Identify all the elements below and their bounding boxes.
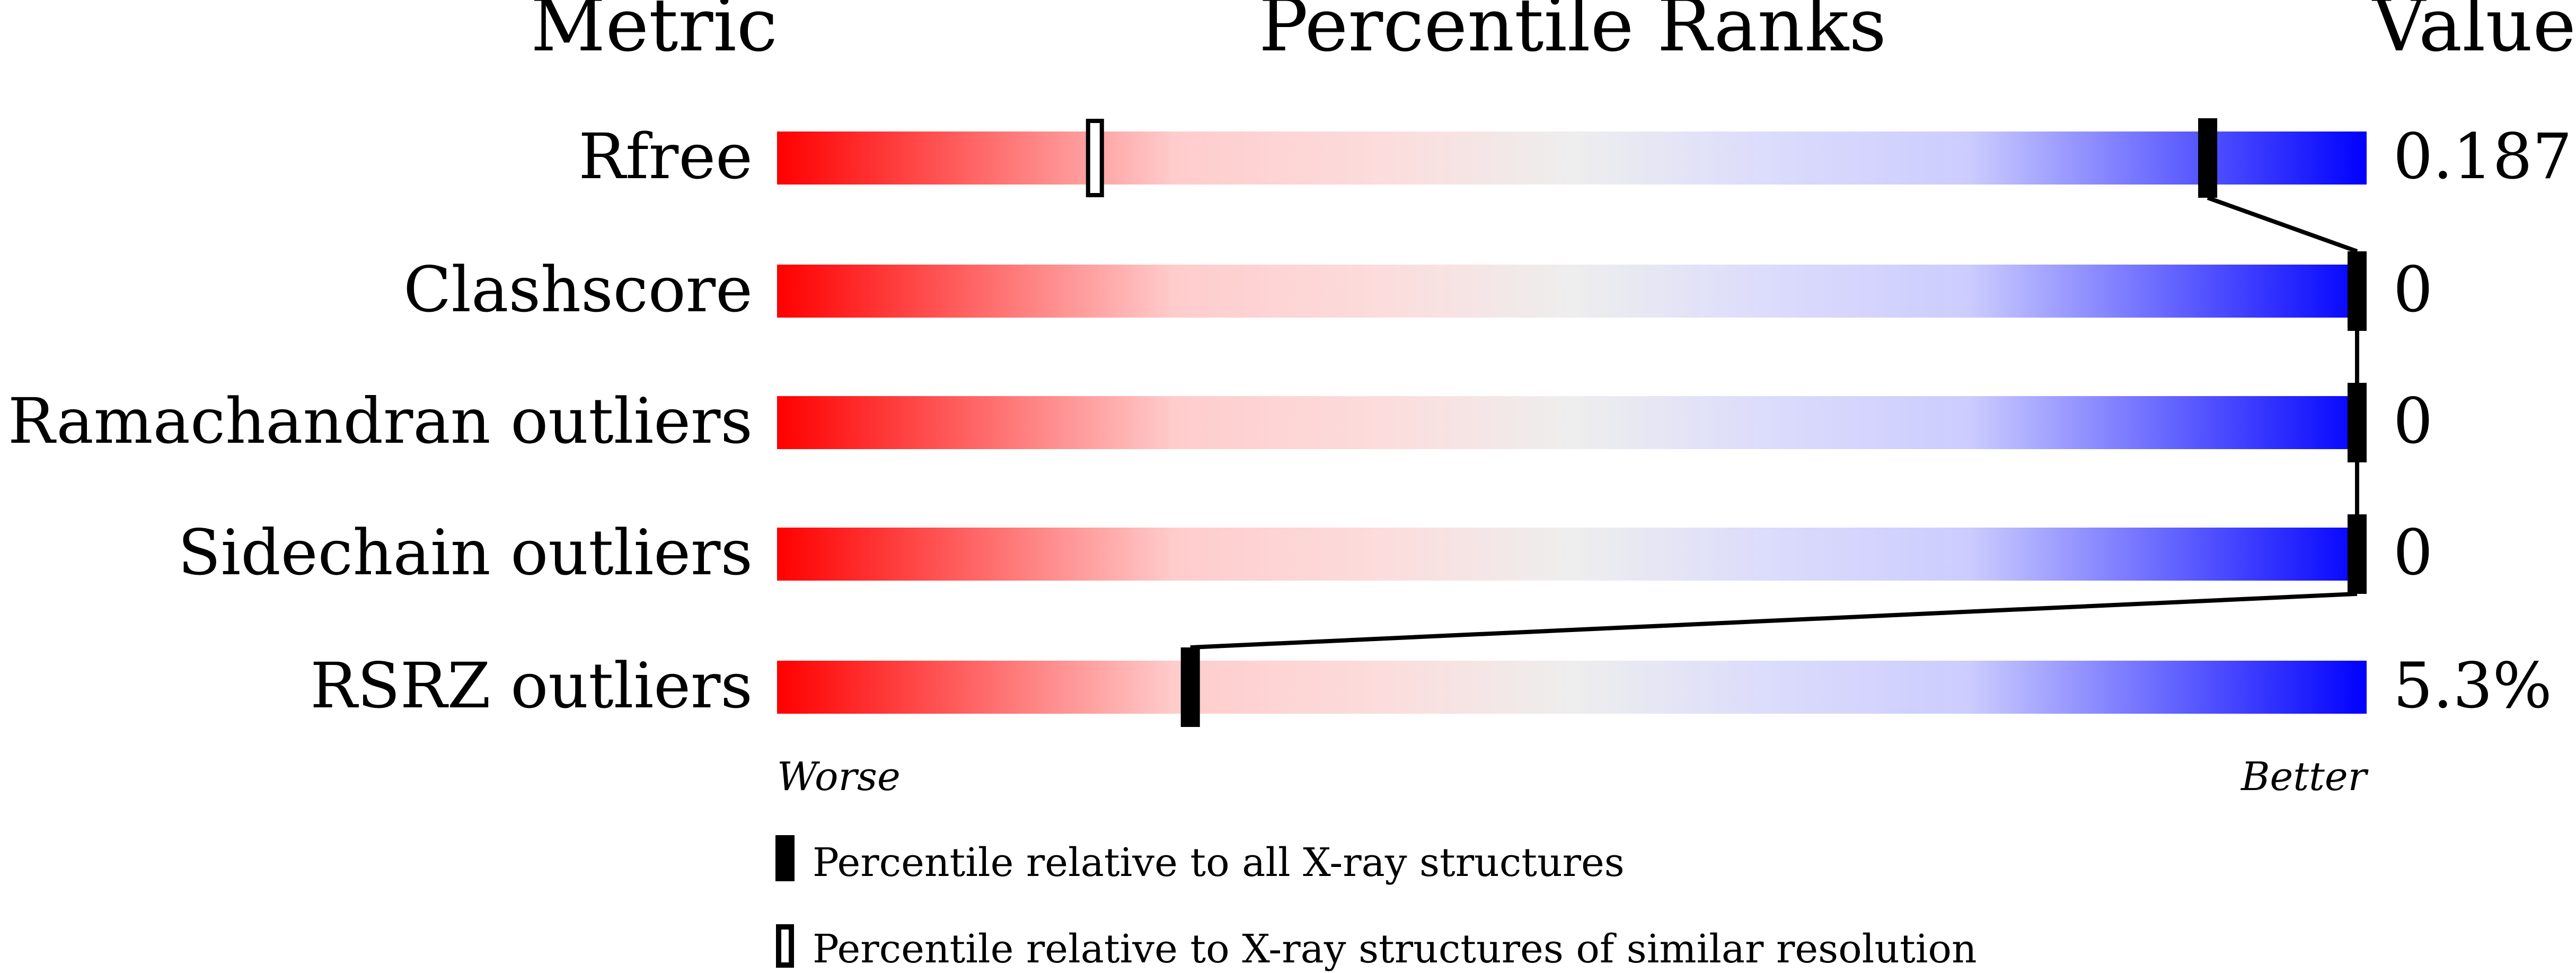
percentile-all-marker xyxy=(2198,118,2218,198)
metric-value: 0 xyxy=(2393,253,2433,326)
header-value: Value xyxy=(2371,0,2576,68)
metric-value: 0 xyxy=(2393,384,2433,458)
connector-line xyxy=(2207,196,2358,253)
percentile-bar xyxy=(777,396,2367,449)
legend-label-similar: Percentile relative to X-ray structures … xyxy=(813,926,1977,972)
percentile-all-marker xyxy=(2348,383,2367,462)
axis-label-worse: Worse xyxy=(777,754,901,800)
axis-label-better: Better xyxy=(2240,754,2369,800)
metric-value: 0.187 xyxy=(2393,120,2572,193)
metric-label: Clashscore xyxy=(403,253,753,326)
percentile-all-marker xyxy=(2348,514,2367,594)
metric-value: 5.3% xyxy=(2393,649,2552,722)
header-percentile-ranks: Percentile Ranks xyxy=(1259,0,1886,68)
header-metric: Metric xyxy=(531,0,778,68)
legend-open-marker-icon xyxy=(776,924,794,968)
percentile-bar xyxy=(777,265,2367,318)
legend-filled-marker-icon xyxy=(775,835,795,881)
metric-label: Ramachandran outliers xyxy=(8,384,753,458)
legend-label-all: Percentile relative to all X-ray structu… xyxy=(813,840,1625,886)
metric-label: Rfree xyxy=(578,120,753,193)
percentile-bar xyxy=(777,528,2367,581)
metric-label: RSRZ outliers xyxy=(310,649,753,722)
percentile-similar-marker xyxy=(1086,119,1104,197)
percentile-all-marker xyxy=(2348,251,2367,331)
percentile-bar xyxy=(777,132,2367,185)
percentile-bar xyxy=(777,661,2367,714)
metric-label: Sidechain outliers xyxy=(178,516,753,589)
percentile-all-marker xyxy=(1180,647,1200,727)
metric-value: 0 xyxy=(2393,516,2433,589)
connector-line xyxy=(1190,592,2358,650)
